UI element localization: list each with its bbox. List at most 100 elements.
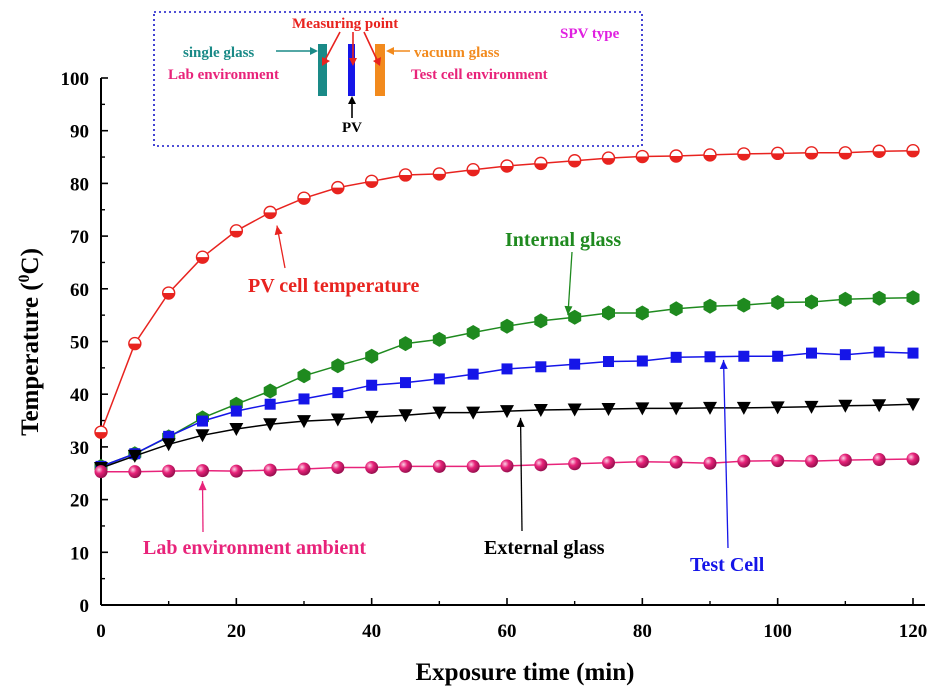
annotation-layer: PV cell temperature Internal glass Test Ce… [143,225,765,576]
series-pv [94,144,920,439]
point-testcell [467,368,479,380]
y-tick-label: 40 [70,385,89,406]
point-external [804,400,819,414]
point-pv [669,149,683,163]
point-internal [263,383,277,399]
point-external [770,401,785,415]
y-tick-label: 90 [70,122,89,143]
point-pv [906,144,920,158]
point-pv [635,149,650,164]
marker-fill [196,257,209,264]
point-lab [669,455,683,469]
point-pv [737,147,751,161]
point-pv [872,144,886,158]
point-testcell [907,347,919,359]
x-tick-label: 120 [899,621,928,642]
annotation-label: PV cell temperature [248,275,420,297]
inset-arrows [276,31,410,118]
point-pv [161,286,176,300]
x-tick-label: 100 [763,621,792,642]
marker-fill [264,212,277,219]
point-internal [838,291,852,307]
point-testcell [298,393,310,405]
annotation-label: Test Cell [690,554,765,576]
marker-fill [501,166,513,173]
point-internal [771,295,785,310]
point-lab [263,463,277,477]
point-lab [737,454,751,468]
point-pv [432,167,447,181]
inset-spv-type: SPV type [560,26,620,42]
marker-fill [298,198,310,205]
y-tick-label: 80 [70,174,89,195]
annotation-4: Lab environment ambient [143,481,366,559]
point-lab [196,464,209,478]
point-internal [365,348,379,364]
point-pv [601,151,616,165]
point-testcell [704,351,716,363]
annotation-1: Internal glass [505,229,621,316]
point-pv [331,180,345,195]
y-tick-label: 30 [70,438,89,459]
marker-fill [365,181,378,188]
marker-fill [331,187,344,194]
marker-fill [704,154,716,161]
point-lab [635,455,649,469]
series-external [94,398,920,475]
vacuum-glass-bar [375,44,385,96]
axis-ticks: 0 20 40 60 80 100 120 0 10 20 30 40 50 60 70 80 90 100 [61,69,928,642]
point-lab [162,464,176,478]
annotation-arrow-line [722,359,729,549]
inset-lab-environment: Lab environment [168,67,279,83]
annotation-label: External glass [484,537,605,559]
point-pv [364,174,379,188]
point-external [736,401,751,415]
point-testcell [197,415,208,427]
point-testcell [603,356,614,368]
point-lab [568,457,582,471]
y-tick-label: 60 [70,280,89,301]
point-internal [872,290,886,306]
point-internal [805,294,818,310]
point-pv [770,146,785,161]
inset-single-glass: single glass [183,45,254,61]
marker-fill [433,173,446,180]
marker-fill [534,163,547,170]
x-tick-label: 40 [362,621,381,642]
point-pv [500,159,514,173]
inset-legend: Measuring point SPV type single glass va… [153,11,643,147]
marker-fill [670,155,683,162]
marker-fill [230,230,243,237]
point-external [703,401,717,415]
point-testcell [535,361,547,373]
x-tick-label: 80 [633,621,652,642]
point-external [263,418,278,432]
marker-fill [399,174,412,181]
annotation-label: Internal glass [505,229,621,251]
point-testcell [264,398,276,410]
point-lab [331,460,345,474]
point-external [466,406,481,420]
annotation-arrow-line [519,417,523,532]
y-tick-label: 100 [61,69,90,90]
marker-fill [602,158,615,165]
y-tick-label: 10 [70,543,89,564]
y-tick-label: 20 [70,491,89,512]
point-external [297,415,311,429]
plot-frame [100,78,925,606]
point-internal [500,318,514,334]
point-testcell [366,379,378,391]
annotation-arrow-head [274,225,283,236]
point-internal [432,331,446,347]
point-lab [602,456,615,470]
point-external [161,438,176,452]
point-testcell [636,355,648,367]
y-tick-label: 0 [80,596,90,617]
point-testcell [501,363,513,375]
point-pv [297,191,311,205]
point-pv [703,148,717,162]
point-internal [906,290,920,306]
point-testcell [670,351,682,363]
x-tick-label: 0 [96,621,106,642]
